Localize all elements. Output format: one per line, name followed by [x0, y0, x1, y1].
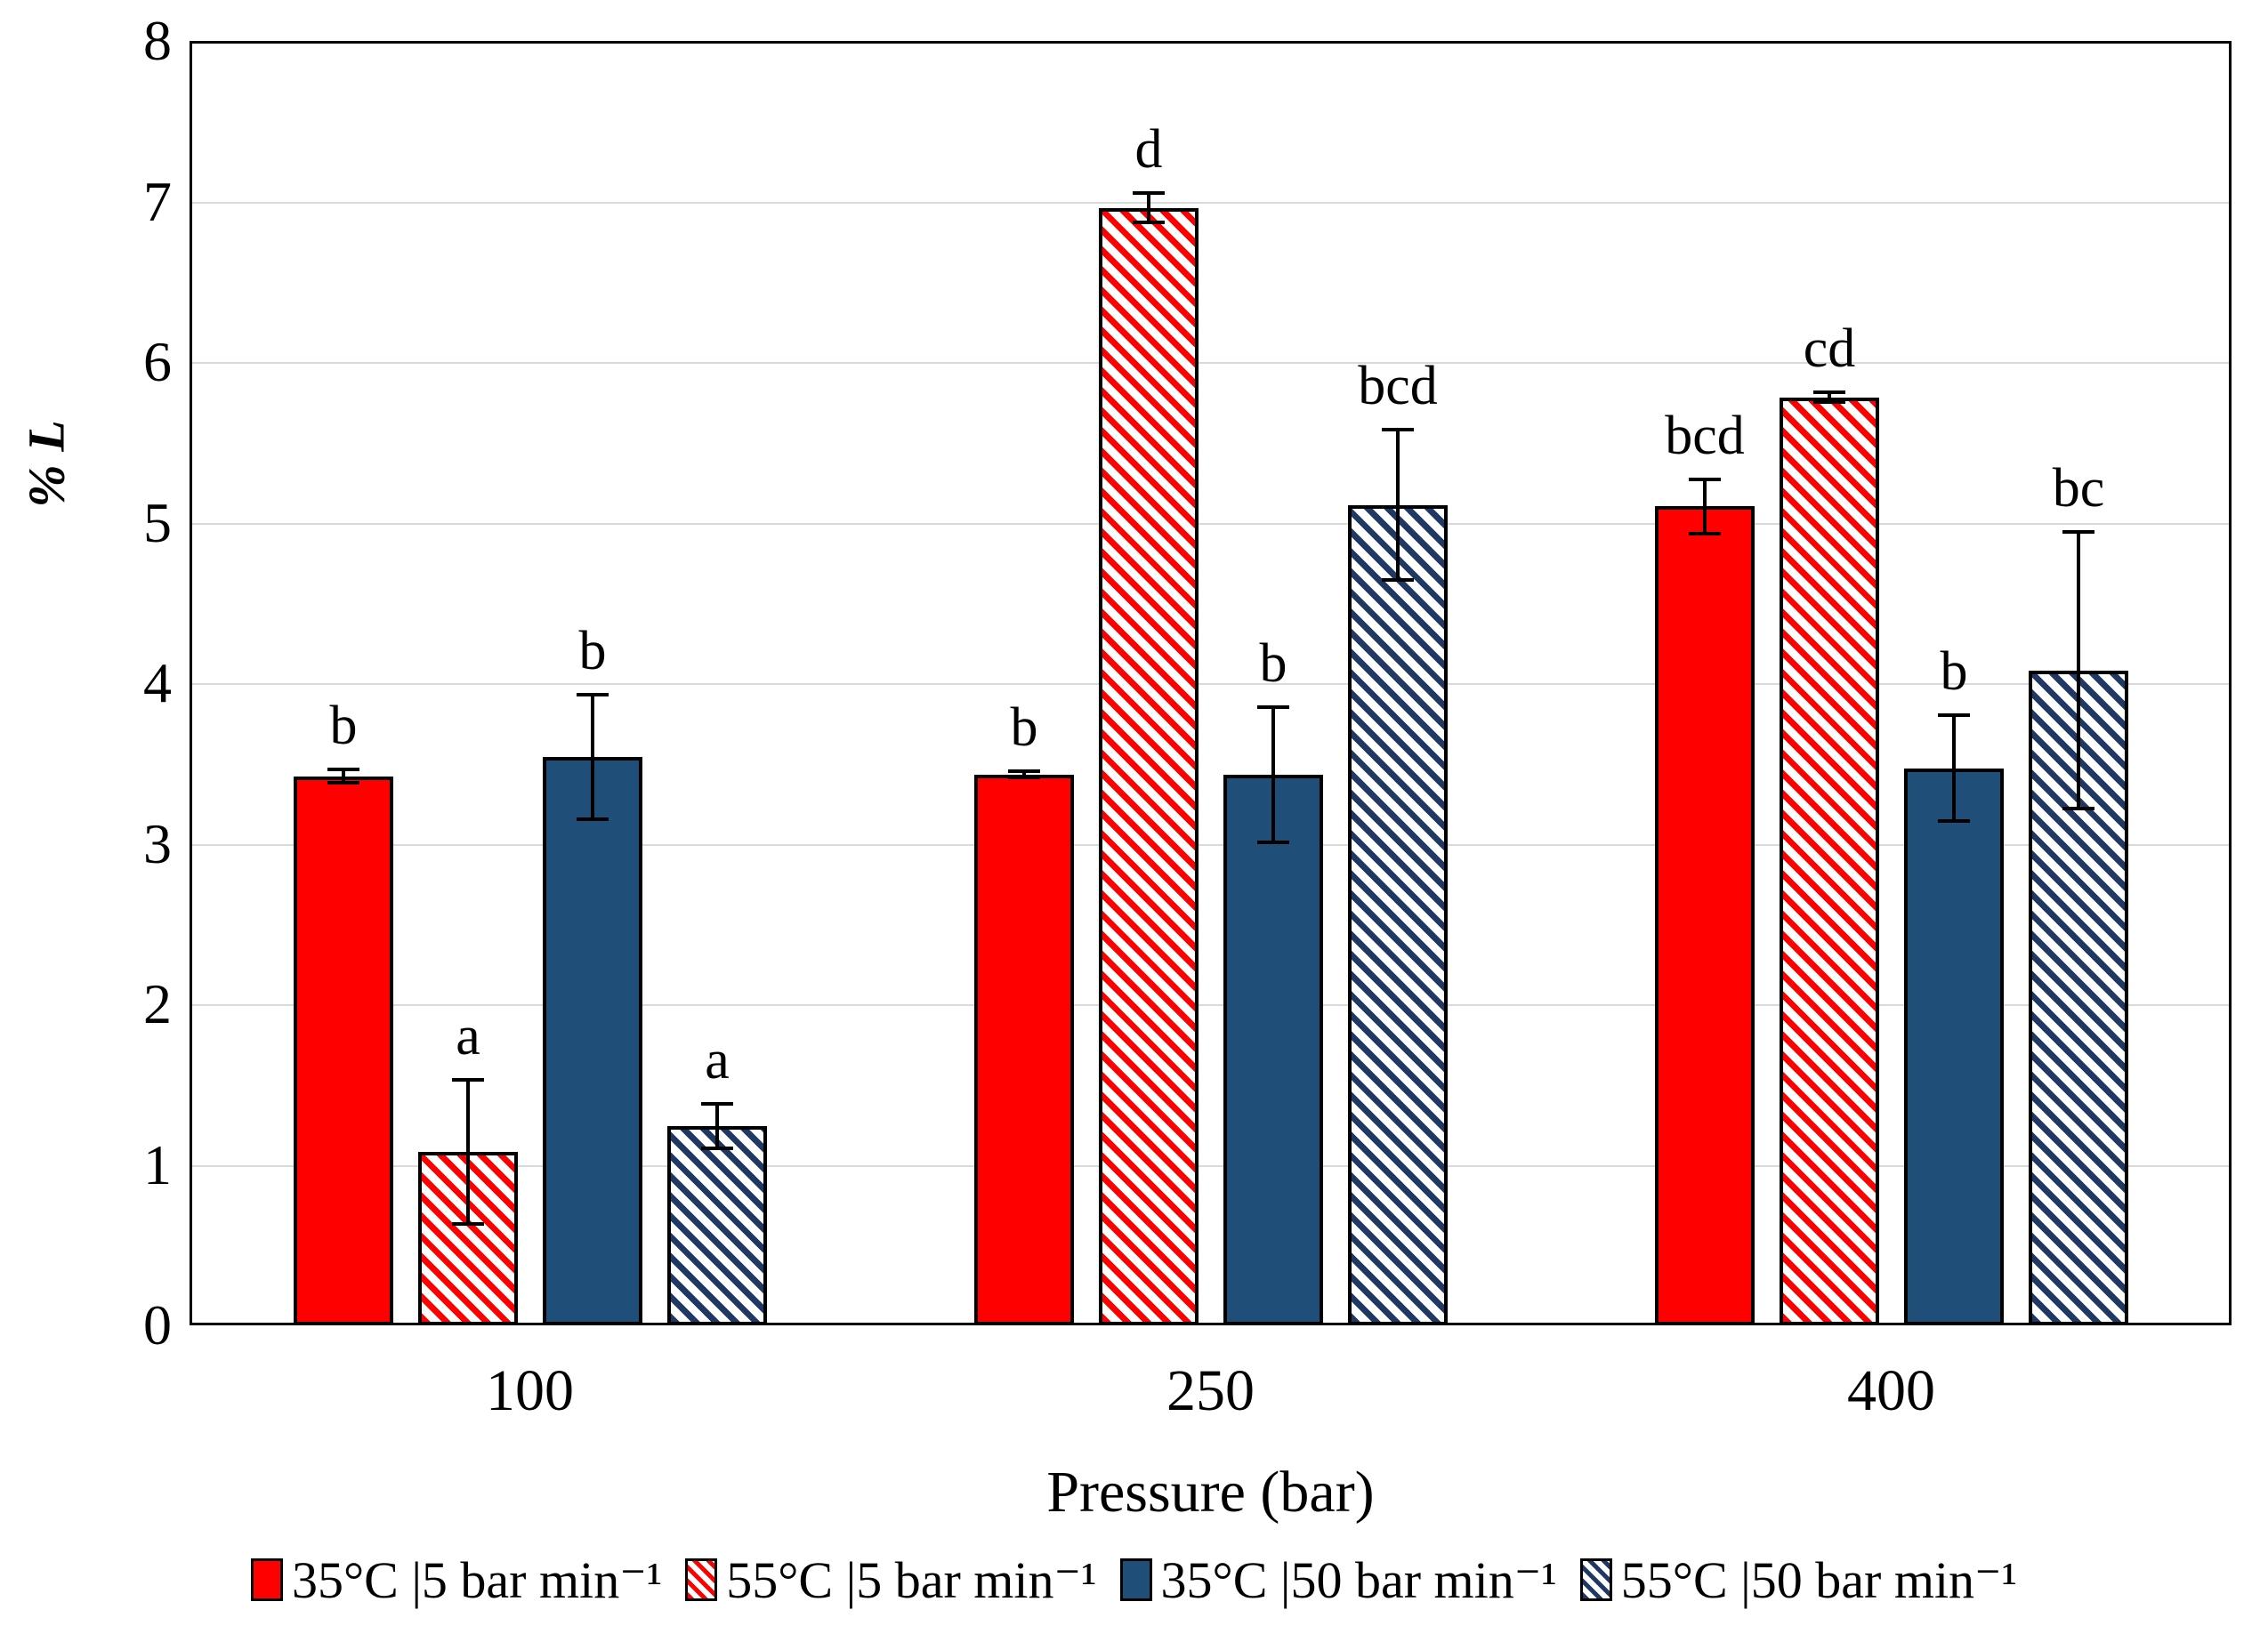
legend-label-2: 55°C |5 bar min⁻¹ [726, 1551, 1097, 1609]
bar-250-series-4 [1348, 504, 1448, 1325]
error-cap-top [701, 1101, 733, 1106]
y-tick-label-0: 0 [143, 1293, 172, 1356]
error-bar [1828, 392, 1831, 403]
x-axis-title: Pressure (bar) [1046, 1460, 1375, 1525]
error-bar [342, 769, 345, 783]
error-cap-top [327, 768, 359, 772]
bar-100-series-1 [294, 776, 393, 1325]
gridline-y-7 [192, 201, 2229, 204]
legend-item-3: 35°C |50 bar min⁻¹ [1119, 1549, 1557, 1610]
error-cap-top [577, 692, 609, 696]
bar-400-series-3 [1904, 768, 2004, 1325]
legend-swatch-4 [1579, 1558, 1612, 1601]
significance-letter: b [578, 620, 607, 681]
legend-swatch-1 [250, 1558, 283, 1601]
error-cap-bottom [327, 780, 359, 785]
error-cap-bottom [1938, 819, 1970, 824]
legend-swatch-2 [685, 1558, 718, 1601]
error-cap-bottom [1813, 400, 1845, 405]
significance-letter: a [705, 1029, 730, 1091]
gridline-y-1 [192, 1164, 2229, 1167]
error-cap-bottom [1382, 578, 1414, 583]
gridline-y-6 [192, 362, 2229, 364]
x-tick-label-100: 100 [486, 1358, 574, 1423]
legend-label-4: 55°C |50 bar min⁻¹ [1620, 1551, 2018, 1609]
legend-swatch-3 [1119, 1558, 1152, 1601]
gridline-y-5 [192, 522, 2229, 525]
error-cap-bottom [1133, 220, 1165, 224]
bar-400-series-2 [1780, 397, 1879, 1325]
x-tick-label-250: 250 [1166, 1358, 1255, 1423]
legend-item-2: 55°C |5 bar min⁻¹ [685, 1549, 1097, 1610]
bar-250-series-3 [1223, 774, 1323, 1325]
error-bar [715, 1103, 719, 1149]
error-cap-top [1689, 477, 1721, 481]
error-bar [1271, 707, 1275, 842]
error-bar [1147, 193, 1150, 222]
y-tick-label-5: 5 [143, 490, 172, 554]
bar-250-series-2 [1099, 207, 1199, 1325]
gridline-y-4 [192, 683, 2229, 685]
significance-letter: a [456, 1005, 480, 1067]
error-cap-top [1133, 191, 1165, 196]
significance-letter: b [1259, 633, 1287, 695]
legend-item-4: 55°C |50 bar min⁻¹ [1579, 1549, 2018, 1610]
error-cap-bottom [701, 1147, 733, 1151]
significance-letter: cd [1803, 318, 1856, 380]
legend-label-1: 35°C |5 bar min⁻¹ [291, 1551, 663, 1609]
error-bar [2077, 532, 2080, 809]
x-tick-label-400: 400 [1847, 1358, 1935, 1423]
y-tick-label-8: 8 [143, 9, 172, 72]
y-tick-label-1: 1 [143, 1132, 172, 1196]
y-tick-label-4: 4 [143, 651, 172, 714]
significance-letter: d [1134, 119, 1163, 181]
error-cap-bottom [1008, 776, 1040, 780]
significance-letter: b [1940, 641, 1968, 703]
legend: 35°C |5 bar min⁻¹ 55°C |5 bar min⁻¹ 35°C |… [0, 1549, 2268, 1610]
error-bar [1396, 429, 1400, 581]
bar-100-series-4 [667, 1126, 767, 1325]
significance-letter: b [329, 696, 358, 757]
error-cap-top [1938, 713, 1970, 718]
bar-400-series-1 [1655, 506, 1755, 1325]
error-bar [466, 1079, 470, 1225]
error-cap-top [1008, 769, 1040, 774]
significance-letter: bcd [1358, 355, 1438, 416]
significance-letter: bc [2052, 458, 2105, 519]
error-cap-bottom [2062, 806, 2094, 810]
y-tick-label-2: 2 [143, 972, 172, 1035]
bar-100-series-3 [543, 757, 642, 1325]
y-tick-label-7: 7 [143, 169, 172, 233]
legend-item-1: 35°C |5 bar min⁻¹ [250, 1549, 663, 1610]
error-bar [1022, 771, 1026, 778]
gridline-y-2 [192, 1004, 2229, 1006]
error-cap-top [1813, 390, 1845, 395]
error-cap-bottom [452, 1222, 484, 1227]
y-tick-label-6: 6 [143, 330, 172, 393]
bar-250-series-1 [974, 774, 1074, 1325]
gridline-y-3 [192, 843, 2229, 846]
plot-area [190, 41, 2232, 1325]
significance-letter: bcd [1665, 405, 1745, 466]
error-cap-bottom [577, 817, 609, 822]
error-cap-top [1382, 427, 1414, 431]
significance-letter: b [1010, 697, 1038, 759]
y-tick-label-3: 3 [143, 811, 172, 875]
error-cap-top [1257, 705, 1289, 710]
error-bar [591, 694, 594, 820]
error-cap-top [452, 1077, 484, 1082]
error-bar [1703, 479, 1707, 535]
error-cap-bottom [1257, 840, 1289, 844]
legend-label-3: 35°C |50 bar min⁻¹ [1160, 1551, 1557, 1609]
error-bar [1952, 715, 1956, 822]
error-cap-bottom [1689, 532, 1721, 536]
error-cap-top [2062, 530, 2094, 535]
